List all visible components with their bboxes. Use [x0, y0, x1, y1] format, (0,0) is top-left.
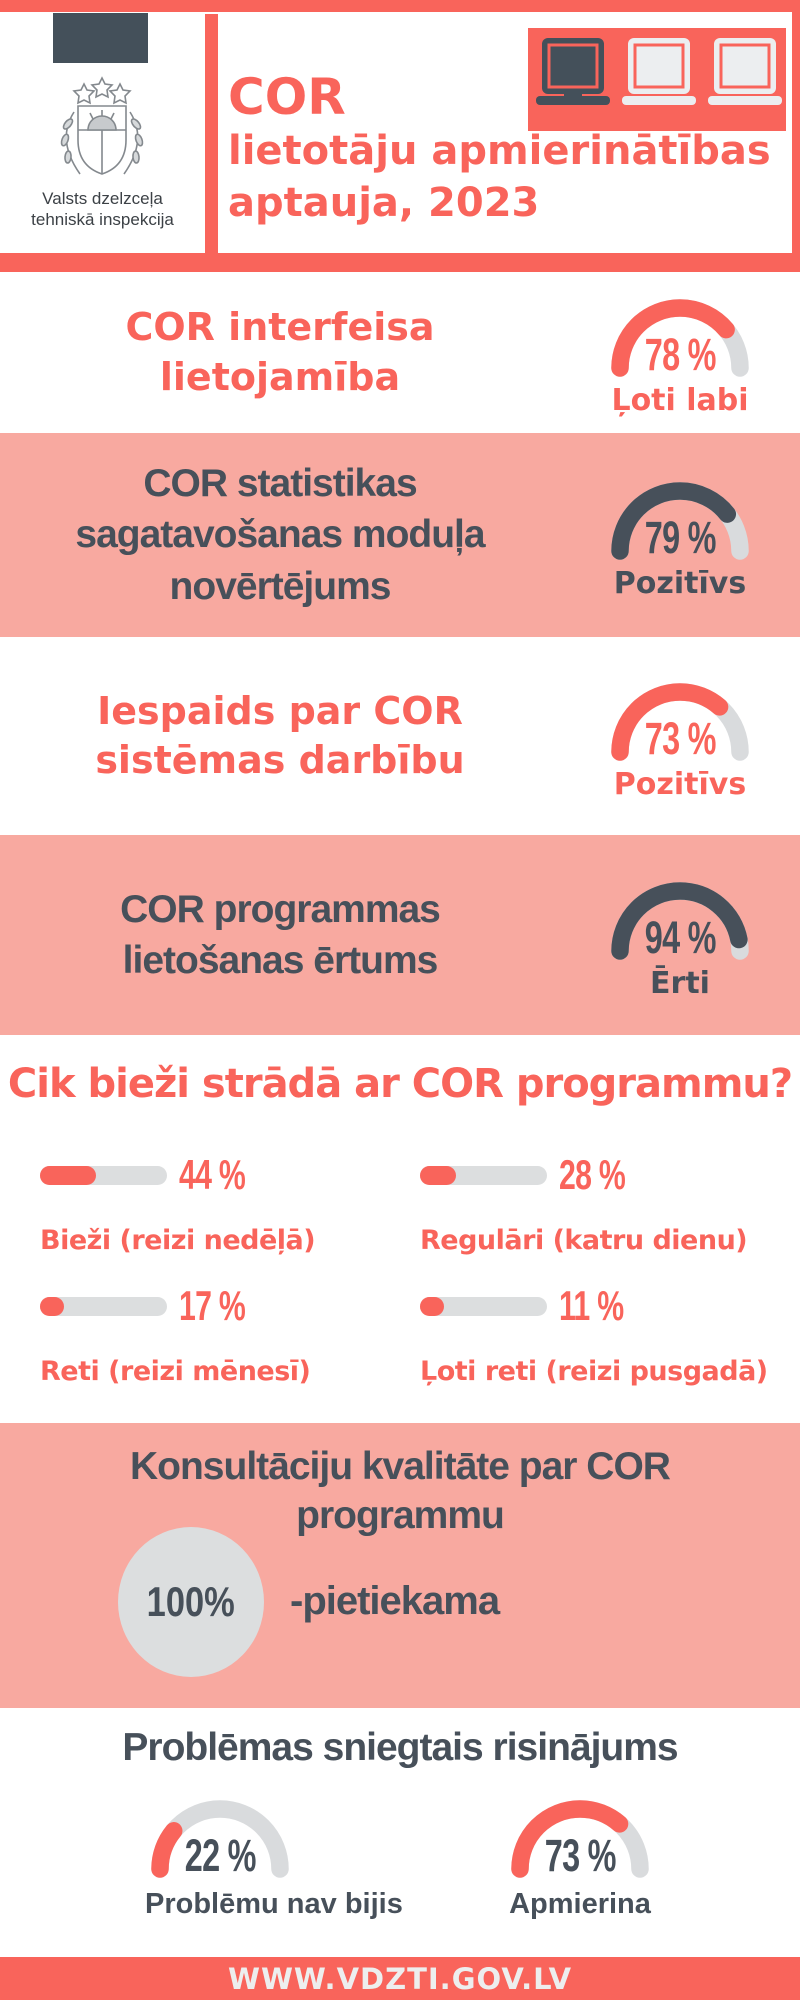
frequency-item-rare: 17 % Reti (reizi mēnesī)	[40, 1282, 420, 1387]
header-divider	[205, 14, 218, 253]
org-name: Valsts dzelzceļa tehniskā inspekcija	[0, 188, 205, 231]
bar-fill	[40, 1296, 64, 1316]
gauge-value: 79 %	[644, 511, 717, 563]
org-name-line1: Valsts dzelzceļa	[42, 189, 163, 208]
section-title: COR statistikas sagatavošanas moduļa nov…	[0, 458, 560, 612]
circle-label: -pietiekama	[290, 1579, 500, 1623]
bar-track	[420, 1296, 547, 1316]
laptop-light-2	[708, 38, 782, 105]
footer: WWW.VDZTI.GOV.LV	[0, 1957, 800, 2000]
circle-value: 100%	[146, 1577, 236, 1625]
gauge-statistics-module: 79 % Pozitīvs	[605, 470, 755, 601]
bar-fill	[40, 1165, 96, 1185]
consultation-circle: 100%	[118, 1526, 264, 1677]
bar-label: Reti (reizi mēnesī)	[40, 1356, 311, 1387]
frequency-item-often: 44 % Bieži (reizi nedēļā)	[40, 1151, 420, 1256]
header: Valsts dzelzceļa tehniskā inspekcija COR…	[0, 12, 800, 253]
bar-value: 28 %	[559, 1151, 626, 1198]
consultation-title-line2: programmu	[296, 1493, 505, 1537]
frequency-item-regular: 28 % Regulāri (katru dienu)	[420, 1151, 800, 1256]
page-title-line3: aptauja, 2023	[228, 180, 540, 226]
problems-gauges-row: 22 % Problēmu nav bijis 73 % Apmierina	[0, 1788, 800, 1921]
gauge-value: 73 %	[644, 712, 717, 764]
laptop-light-1	[622, 38, 696, 105]
gauge-verdict: Pozitīvs	[613, 766, 747, 802]
laptop-dark	[536, 38, 610, 105]
frequency-item-very-rare: 11 % Ļoti reti (reizi pusgadā)	[420, 1282, 800, 1387]
gauge-usage-convenience: 94 % Ērti	[605, 870, 755, 1001]
gauge-value: 22 %	[184, 1830, 257, 1881]
laptops-icon	[528, 28, 786, 131]
section-problems: Problēmas sniegtais risinājums 22 % Prob…	[0, 1708, 800, 1957]
logo-dark-block	[53, 13, 148, 63]
gauge-satisfies: 73 % Apmierina	[505, 1788, 655, 1921]
section-statistics-module: COR statistikas sagatavošanas moduļa nov…	[0, 433, 800, 637]
bar-track	[40, 1165, 167, 1185]
header-right-border	[792, 12, 800, 253]
section-title-line: Iespaids par COR	[97, 688, 463, 733]
gauge-arc	[511, 1800, 649, 1878]
gauge-verdict: Pozitīvs	[613, 565, 747, 601]
section-system-impression: Iespaids par COR sistēmas darbību 73 % P…	[0, 637, 800, 835]
gauge-value: 73 %	[544, 1830, 617, 1881]
gauge-arc	[611, 881, 749, 960]
gauge-verdict: Ļoti labi	[611, 383, 749, 418]
gauge-system-impression: 73 % Pozitīvs	[605, 671, 755, 802]
gauge-arc	[611, 481, 749, 560]
section-title: COR interfeisa lietojamība	[0, 303, 560, 402]
page-title-line2: lietotāju apmierinātības	[228, 128, 771, 174]
section-title-line: COR interfeisa lietojamība	[125, 305, 435, 399]
gauge-arc	[611, 682, 749, 761]
section-title-line: lietošanas ērtums	[122, 939, 439, 982]
gauge-value: 94 %	[644, 911, 717, 963]
section-title-line: COR statistikas	[143, 461, 417, 505]
consultation-row: 100% -pietiekama	[118, 1526, 800, 1677]
gauge-interface-usability: 78 % Ļoti labi	[605, 287, 755, 418]
gauge-verdict: Apmierina	[509, 1888, 651, 1920]
header-separator	[0, 253, 800, 272]
section-title-line: novērtējums	[169, 564, 392, 608]
section-title: Iespaids par COR sistēmas darbību	[0, 687, 560, 786]
problems-title: Problēmas sniegtais risinājums	[122, 1726, 678, 1769]
section-title: COR programmas lietošanas ērtums	[0, 884, 560, 987]
bar-track	[40, 1296, 167, 1316]
section-consultation: Konsultāciju kvalitāte par COR programmu…	[0, 1423, 800, 1708]
consultation-title: Konsultāciju kvalitāte par COR programmu	[0, 1443, 800, 1541]
section-usage-convenience: COR programmas lietošanas ērtums 94 % Ēr…	[0, 835, 800, 1035]
bar-value: 44 %	[179, 1151, 246, 1198]
consultation-title-line1: Konsultāciju kvalitāte par COR	[130, 1445, 671, 1488]
section-frequency: Cik bieži strādā ar COR programmu? 44 % …	[0, 1035, 800, 1423]
gauge-arc	[611, 299, 749, 377]
bar-fill	[420, 1296, 444, 1316]
footer-url: WWW.VDZTI.GOV.LV	[227, 1961, 573, 1996]
bar-label: Ļoti reti (reizi pusgadā)	[420, 1356, 768, 1387]
section-title-line: COR programmas	[120, 887, 441, 931]
frequency-grid: 44 % Bieži (reizi nedēļā) 28 % Regulāri …	[0, 1151, 800, 1413]
logo-panel: Valsts dzelzceļa tehniskā inspekcija	[0, 12, 205, 253]
bar-value: 17 %	[179, 1282, 246, 1329]
top-border	[0, 0, 800, 12]
gauge-arc	[151, 1800, 289, 1878]
frequency-title: Cik bieži strādā ar COR programmu?	[7, 1061, 793, 1107]
bar-fill	[420, 1165, 456, 1185]
section-title-line: sistēmas darbību	[95, 738, 465, 782]
page-title: COR lietotāju apmierinātības aptauja, 20…	[228, 70, 771, 229]
coat-of-arms-icon	[60, 76, 144, 175]
section-title-line: sagatavošanas moduļa	[75, 513, 485, 557]
section-interface-usability: COR interfeisa lietojamība 78 % Ļoti lab…	[0, 272, 800, 433]
bar-label: Bieži (reizi nedēļā)	[40, 1225, 316, 1256]
bar-value: 11 %	[559, 1282, 624, 1329]
page-title-line1: COR	[228, 68, 346, 126]
gauge-value: 78 %	[644, 329, 717, 380]
gauge-no-problems: 22 % Problēmu nav bijis	[145, 1788, 403, 1921]
gauge-verdict: Ērti	[650, 965, 710, 1001]
bar-track	[420, 1165, 547, 1185]
bar-label: Regulāri (katru dienu)	[420, 1225, 748, 1256]
gauge-verdict: Problēmu nav bijis	[145, 1888, 403, 1920]
org-name-line2: tehniskā inspekcija	[31, 210, 174, 230]
